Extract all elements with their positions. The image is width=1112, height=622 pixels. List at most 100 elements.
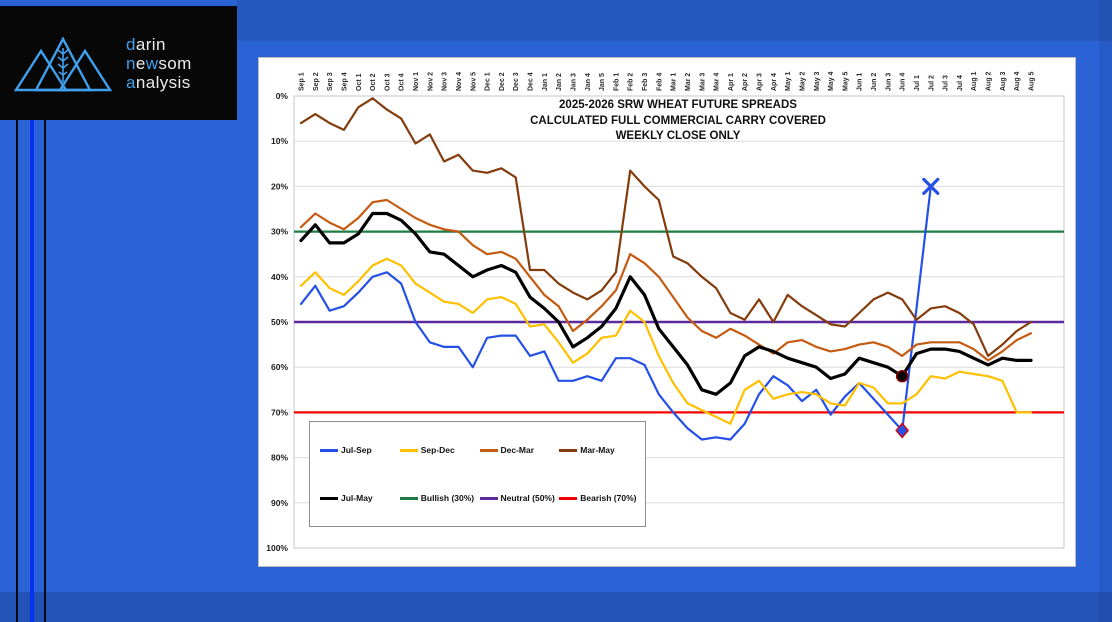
left-blue-stripe: [30, 119, 34, 622]
circle-marker: [895, 369, 909, 383]
x-axis-tick: Oct 3: [384, 73, 391, 91]
legend-label: Bullish (30%): [420, 493, 475, 503]
x-axis-tick: Nov 3: [442, 72, 449, 91]
legend-swatch: [320, 496, 338, 500]
series-mar-may: [299, 97, 1033, 357]
x-axis-tick: Nov 2: [427, 72, 434, 91]
x-axis-tick: May 3: [814, 71, 821, 91]
mountain-wheat-icon: [13, 36, 113, 92]
x-axis-tick: May 4: [828, 71, 835, 91]
legend-swatch: [399, 448, 418, 452]
x-axis-tick: Jan 3: [570, 73, 577, 91]
x-axis-tick: Nov 4: [456, 72, 463, 91]
x-axis-tick: Feb 2: [628, 73, 635, 91]
legend-swatch: [479, 496, 498, 500]
x-axis-tick: Oct 2: [370, 73, 377, 91]
legend-swatch: [399, 496, 418, 500]
x-axis-tick: May 1: [785, 71, 792, 91]
chart-title-line-1: 2025-2026 SRW WHEAT FUTURE SPREADS: [559, 99, 797, 111]
x-axis-tick: Jun 4: [900, 73, 907, 91]
x-marker: [922, 177, 940, 195]
series-sep-dec: [299, 257, 1033, 425]
x-axis-tick: Sep 4: [341, 72, 348, 91]
x-axis-tick: May 5: [842, 71, 849, 91]
legend-swatch: [559, 496, 578, 500]
x-axis-tick: Aug 3: [1000, 71, 1007, 91]
x-axis-tick: Sep 3: [327, 72, 334, 91]
left-black-stripe-1: [16, 119, 18, 622]
y-axis-tick: 100%: [266, 543, 288, 553]
legend-item-bullish-30-: Bullish (30%): [399, 493, 480, 503]
x-axis-tick: Feb 1: [613, 73, 620, 91]
x-axis-tick: Nov 1: [413, 72, 420, 91]
x-axis-tick: Mar 4: [714, 73, 721, 91]
legend-label: Jul-Sep: [341, 445, 372, 455]
legend-label: Mar-May: [580, 445, 615, 455]
x-axis-tick: Dec 3: [513, 72, 520, 91]
x-axis-tick: Apr 4: [771, 73, 778, 91]
logo-wordmark: darin newsom analysis: [126, 35, 192, 92]
x-axis-tick: Mar 2: [685, 73, 692, 91]
series-jul-may: [299, 211, 1033, 396]
x-axis-tick: Jan 2: [556, 73, 563, 91]
x-axis-tick: Jan 5: [599, 73, 606, 91]
x-axis-tick: Sep 2: [313, 72, 320, 91]
legend-label: Jul-May: [341, 493, 373, 503]
top-shade-band: [237, 0, 1112, 41]
legend-label: Neutral (50%): [500, 493, 555, 503]
x-axis-tick: Jul 2: [928, 75, 935, 91]
x-axis-tick: Dec 4: [528, 72, 535, 91]
spread-chart-plot: 0% 10% 20% 30% 40% 50% 60% 70% 80% 90% 100% Sep 1 Se…: [266, 71, 1065, 553]
x-axis-tick: Aug 1: [971, 71, 978, 91]
right-shade-band: [1099, 0, 1112, 622]
bottom-shade-band: [0, 592, 1112, 622]
x-axis-tick: Jan 4: [585, 73, 592, 91]
y-axis-tick: 70%: [271, 407, 288, 417]
x-axis-tick: Dec 1: [485, 72, 492, 91]
x-axis-tick: Jan 1: [542, 73, 549, 91]
logo-line-3: analysis: [126, 72, 191, 92]
y-axis-tick: 10%: [271, 136, 288, 146]
legend-item-sep-dec: Sep-Dec: [399, 445, 480, 455]
legend-swatch: [320, 448, 338, 452]
legend-item-bearish-70-: Bearish (70%): [559, 493, 639, 503]
chart-title-line-3: WEEKLY CLOSE ONLY: [615, 130, 741, 142]
x-axis-tick: Apr 2: [742, 73, 749, 91]
x-axis-tick: Sep 1: [299, 72, 306, 91]
y-axis-tick: 0%: [276, 91, 289, 101]
wheat-stalk-icon: [57, 48, 69, 82]
left-black-stripe-2: [44, 119, 46, 622]
x-axis-tick: Jun 1: [857, 73, 864, 91]
x-axis-tick: Jul 4: [957, 75, 964, 91]
x-axis-tick: Mar 1: [671, 73, 678, 91]
logo-line-2: newsom: [126, 53, 192, 73]
diamond-marker: [895, 422, 910, 439]
chart-card: 0% 10% 20% 30% 40% 50% 60% 70% 80% 90% 100% Sep 1 Se…: [258, 57, 1076, 567]
x-axis-tick: Feb 3: [642, 73, 649, 91]
x-axis-tick: May 2: [799, 71, 806, 91]
x-axis-tick: Jun 3: [885, 73, 892, 91]
legend-item-neutral-50-: Neutral (50%): [479, 493, 560, 503]
x-axis-tick: Aug 4: [1014, 71, 1021, 91]
logo-line-1: darin: [126, 34, 166, 54]
x-axis-tick: Aug 5: [1029, 71, 1036, 91]
x-axis-tick: Apr 3: [757, 73, 764, 91]
y-axis-tick: 40%: [271, 272, 288, 282]
x-axis-tick: Dec 2: [499, 72, 506, 91]
legend-swatch: [479, 448, 498, 452]
x-axis-tick: Jun 2: [871, 73, 878, 91]
y-axis-tick: 50%: [271, 317, 288, 327]
x-axis-tick: Jul 3: [943, 75, 950, 91]
legend-label: Sep-Dec: [420, 445, 455, 455]
legend-label: Dec-Mar: [500, 445, 535, 455]
legend-item-mar-may: Mar-May: [559, 445, 639, 455]
chart-title: 2025-2026 SRW WHEAT FUTURE SPREADS CALCU…: [388, 98, 968, 145]
dna-logo: darin newsom analysis: [0, 6, 237, 120]
x-axis-tick: Jul 1: [914, 75, 921, 91]
x-axis-tick: Feb 4: [656, 73, 663, 91]
y-axis-tick: 60%: [271, 362, 288, 372]
x-axis-tick: Oct 4: [399, 73, 406, 91]
chart-title-line-2: CALCULATED FULL COMMERCIAL CARRY COVERED: [530, 114, 826, 127]
legend-item-jul-may: Jul-May: [320, 493, 400, 503]
